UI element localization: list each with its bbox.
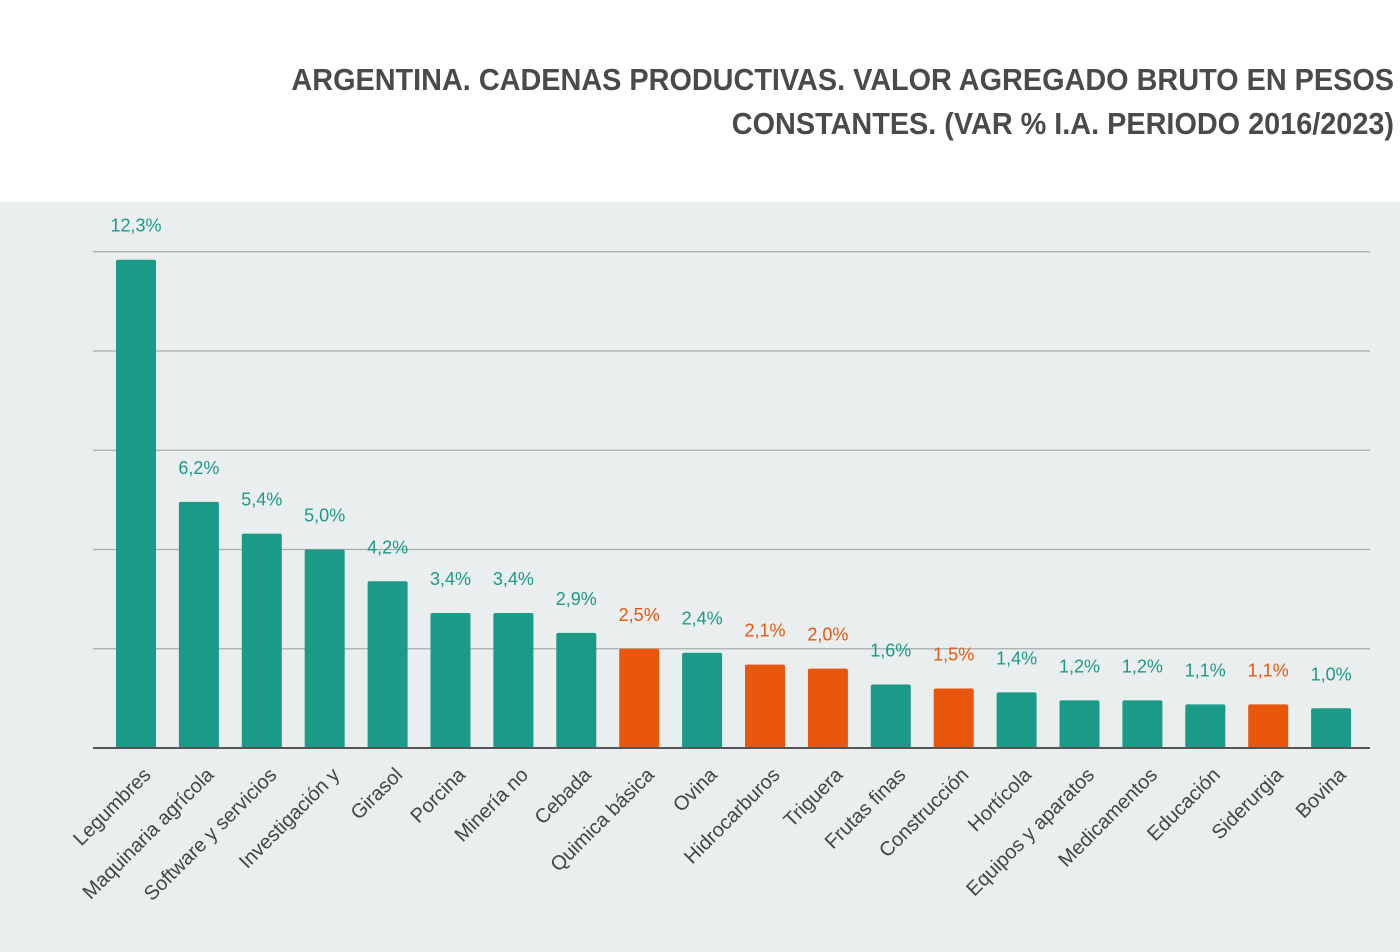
data-label-2: 6,2% — [178, 458, 219, 478]
bar-1 — [116, 259, 156, 748]
bar-3 — [241, 533, 282, 748]
x-tick-label-6: Porcina — [407, 763, 471, 827]
bar-17 — [1122, 700, 1163, 748]
x-tick-label-10: Ovina — [669, 763, 722, 816]
data-label-14: 1,5% — [933, 644, 974, 664]
data-label-9: 2,5% — [619, 605, 660, 625]
bar-6 — [430, 613, 471, 748]
bar-15 — [996, 692, 1037, 748]
data-label-11: 2,1% — [744, 621, 785, 641]
bar-18 — [1185, 704, 1226, 748]
data-label-20: 1,0% — [1311, 664, 1352, 684]
data-label-1: 12,3% — [110, 216, 161, 236]
bar-13 — [870, 684, 911, 748]
data-label-8: 2,9% — [556, 589, 597, 609]
gridlines — [93, 251, 1370, 650]
data-label-16: 1,2% — [1059, 656, 1100, 676]
bar-2 — [178, 501, 219, 748]
data-label-6: 3,4% — [430, 569, 471, 589]
x-tick-label-5: Girasol — [347, 764, 407, 824]
bar-16 — [1059, 700, 1100, 748]
data-label-15: 1,4% — [996, 648, 1037, 668]
data-label-12: 2,0% — [807, 625, 848, 645]
data-label-3: 5,4% — [241, 490, 282, 510]
data-label-5: 4,2% — [367, 537, 408, 557]
data-label-18: 1,1% — [1185, 660, 1226, 680]
bar-19 — [1248, 704, 1289, 748]
data-label-19: 1,1% — [1248, 660, 1289, 680]
bar-14 — [933, 688, 974, 748]
bars — [116, 259, 1352, 748]
bar-20 — [1311, 708, 1352, 748]
bar-9 — [619, 648, 660, 748]
chart-title: ARGENTINA. CADENAS PRODUCTIVAS. VALOR AG… — [291, 62, 1395, 141]
bar-4 — [304, 549, 345, 748]
x-tick-label-20: Bovina — [1292, 763, 1351, 822]
bar-10 — [682, 652, 723, 748]
bar-7 — [493, 613, 534, 748]
data-label-10: 2,4% — [682, 609, 723, 629]
data-label-13: 1,6% — [870, 640, 911, 660]
data-labels: 12,3% 6,2% 5,4% 5,0% 4,2% 3,4% 3,4% 2,9% 2,5% 2,4… — [110, 216, 1351, 685]
plot-background — [0, 202, 1400, 952]
data-label-4: 5,0% — [304, 506, 345, 526]
bar-5 — [367, 581, 408, 748]
bar-8 — [556, 632, 597, 748]
data-label-17: 1,2% — [1122, 656, 1163, 676]
bar-12 — [807, 668, 848, 748]
bar-11 — [745, 664, 785, 748]
data-label-7: 3,4% — [493, 569, 534, 589]
